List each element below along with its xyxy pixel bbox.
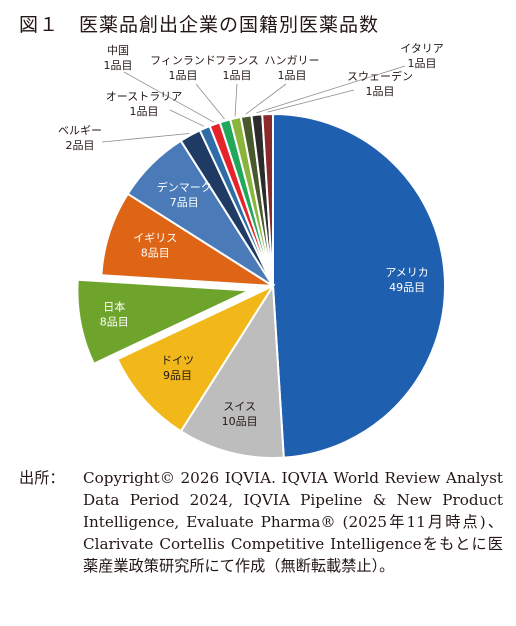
leader-line-13 — [267, 89, 355, 113]
slice-name-2: ドイツ — [161, 354, 194, 367]
slice-name-13: スウェーデン — [347, 69, 413, 83]
slice-label-12: イタリア 1品目 — [400, 42, 444, 70]
slice-label-5: デンマーク 7品目 — [157, 180, 212, 209]
slice-name-11: ハンガリー — [265, 54, 320, 67]
pie-slice-1 — [179, 282, 285, 459]
leader-lines — [101, 65, 406, 143]
slice-value-3: 8品目 — [100, 315, 129, 328]
leader-line-6 — [101, 133, 190, 143]
slice-value-8: 1品目 — [104, 59, 133, 72]
slice-label-0: アメリカ 49品目 — [385, 266, 428, 294]
source-text: Copyright© 2026 IQVIA. IQVIA World Revie… — [83, 469, 503, 575]
slice-value-13: 1品目 — [366, 85, 395, 98]
slice-label-3: 日本 8品目 — [100, 299, 129, 328]
slice-value-4: 8品目 — [141, 247, 170, 260]
slice-value-1: 10品目 — [222, 415, 258, 428]
slice-name-10: フランス — [215, 54, 259, 67]
leader-line-7 — [169, 109, 205, 127]
pie-slice-0 — [272, 112, 447, 459]
slice-value-0: 49品目 — [389, 281, 425, 294]
slice-label-7: オーストラリア 1品目 — [106, 90, 182, 118]
leader-line-12 — [256, 65, 406, 114]
slice-value-7: 1品目 — [130, 105, 159, 118]
source-note: 出所： Copyright© 2026 IQVIA. IQVIA World R… — [19, 467, 503, 577]
slice-label-4: イギリス 8品目 — [133, 232, 177, 260]
slice-name-4: イギリス — [133, 232, 177, 245]
pie-slices — [76, 112, 447, 459]
slice-value-12: 1品目 — [408, 57, 437, 70]
pie-slice-3 — [76, 278, 250, 366]
slice-label-1: スイス 10品目 — [222, 400, 258, 428]
slice-value-10: 1品目 — [223, 69, 252, 82]
slice-label-9: フィンランド 1品目 — [150, 54, 216, 82]
slice-value-9: 1品目 — [169, 69, 198, 82]
source-label: 出所： — [19, 469, 65, 487]
slice-label-8: 中国 1品目 — [104, 44, 133, 72]
slice-name-7: オーストラリア — [106, 90, 182, 103]
slice-label-2: ドイツ 9品目 — [161, 354, 194, 382]
slice-name-9: フィンランド — [150, 54, 216, 67]
slice-name-3: 日本 — [103, 299, 125, 313]
slice-value-11: 1品目 — [278, 69, 307, 82]
slice-value-6: 2品目 — [66, 139, 95, 152]
leader-line-9 — [195, 83, 225, 120]
slice-value-5: 7品目 — [170, 196, 199, 209]
slice-label-11: ハンガリー 1品目 — [265, 54, 320, 82]
slice-name-12: イタリア — [400, 42, 444, 55]
leader-line-11 — [245, 83, 287, 115]
slice-name-1: スイス — [223, 400, 256, 413]
slice-name-0: アメリカ — [385, 266, 428, 279]
pie-slice-13 — [261, 112, 274, 287]
slice-label-13: スウェーデン 1品目 — [347, 69, 413, 98]
slice-name-6: ベルギー — [58, 124, 102, 137]
slice-label-6: ベルギー 2品目 — [58, 124, 102, 152]
chart-title: 図１ 医薬品創出企業の国籍別医薬品数 — [19, 14, 380, 36]
leader-line-10 — [234, 83, 238, 117]
slice-label-10: フランス 1品目 — [215, 54, 259, 82]
pie-slice-2 — [116, 283, 276, 433]
slice-name-5: デンマーク — [157, 180, 212, 194]
leader-line-8 — [123, 71, 215, 123]
slice-name-8: 中国 — [107, 44, 129, 57]
slice-value-2: 9品目 — [163, 369, 192, 382]
